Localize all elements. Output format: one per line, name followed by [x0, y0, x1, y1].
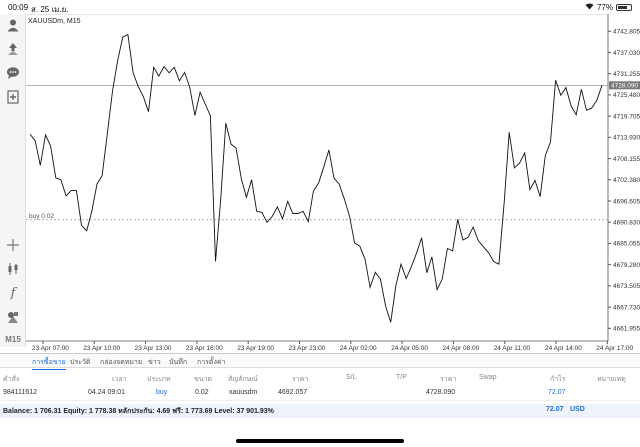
y-tick-label: 4713.930 — [613, 135, 640, 142]
trade-table-header: คำสั่ง เวลา ประเภท ขนาด สัญลักษณ์ ราคา S… — [0, 372, 640, 384]
tab-trade[interactable]: การซื้อขาย — [32, 357, 66, 370]
status-date: ส. 25 เม.ย. — [31, 5, 69, 14]
balance-bar: Balance: 1 706.31 Equity: 1 778.38 หลักป… — [0, 404, 640, 418]
y-tick-label: 4702.380 — [613, 177, 640, 184]
col-symbol: สัญลักษณ์ — [228, 376, 258, 383]
col-profit: กำไร — [550, 376, 566, 383]
price-series-line — [29, 33, 603, 323]
x-tick-label: 23 Apr 07:00 — [32, 345, 69, 352]
col-time: เวลา — [112, 376, 127, 383]
y-tick-label: 4742.805 — [613, 29, 640, 36]
col-swap: Swap — [479, 374, 497, 381]
col-open-price: ราคา — [292, 376, 309, 383]
order-open-price: 4692.057 — [278, 389, 308, 396]
x-tick-label: 24 Apr 11:00 — [494, 345, 531, 352]
col-sl: S/L — [346, 374, 357, 381]
chat-icon[interactable] — [4, 64, 22, 82]
y-tick-label: 4685.055 — [613, 241, 640, 248]
y-tick-label: 4737.030 — [613, 50, 640, 57]
add-chart-icon[interactable] — [4, 88, 22, 106]
current-price-badge — [609, 81, 640, 90]
current-price-text: 4728.090 — [611, 83, 638, 90]
battery-icon — [616, 4, 632, 11]
price-chart[interactable]: XAUUSDm, M15 buy 0.02 4742.805 4737.030 47… — [26, 13, 640, 353]
y-tick-label: 4719.705 — [613, 113, 640, 120]
balance-text: Balance: 1 706.31 Equity: 1 778.38 หลักป… — [3, 408, 274, 415]
x-tick-label: 24 Apr 14:00 — [545, 345, 582, 352]
x-tick-label: 23 Apr 16:00 — [186, 345, 223, 352]
x-tick-label: 23 Apr 13:00 — [135, 345, 172, 352]
col-type: ประเภท — [147, 376, 171, 383]
tab-mailbox[interactable]: กล่องจดหมาย — [100, 359, 143, 366]
col-tp: T/P — [396, 374, 407, 381]
chart-symbol-label: XAUUSDm, M15 — [28, 18, 81, 25]
order-symbol: xauusdm — [229, 389, 258, 396]
tab-news[interactable]: ข่าว — [148, 359, 161, 366]
col-size: ขนาด — [194, 376, 213, 383]
x-tick-label: 23 Apr 19:00 — [237, 345, 274, 352]
x-tick-label: 24 Apr 08:00 — [442, 345, 479, 352]
x-tick-label: 24 Apr 05:00 — [391, 345, 428, 352]
tab-settings[interactable]: การตั้งค่า — [197, 359, 226, 366]
account-icon[interactable] — [4, 16, 22, 34]
bottom-tabs: การซื้อขาย ประวัติ กล่องจดหมาย ข่าว บันท… — [0, 353, 640, 370]
balance-profit: 72.07 — [546, 406, 564, 413]
status-time: 00:09 — [8, 3, 29, 12]
wifi-icon — [585, 3, 594, 12]
x-tick-label: 23 Apr 23:00 — [289, 345, 326, 352]
battery-percent: 77% — [596, 3, 613, 12]
order-profit: 72.07 — [548, 389, 566, 396]
col-order: คำสั่ง — [3, 376, 20, 383]
tab-history[interactable]: ประวัติ — [70, 359, 91, 366]
y-tick-label: 4696.605 — [613, 198, 640, 205]
y-tick-label: 4708.155 — [613, 156, 640, 163]
tab-journal[interactable]: บันทึก — [169, 359, 188, 366]
order-time: 04.24 09:01 — [88, 389, 125, 396]
y-tick-label: 4690.830 — [613, 220, 640, 227]
col-comment: หมายเหตุ — [597, 376, 626, 383]
trade-icon[interactable] — [4, 40, 22, 58]
home-indicator — [236, 439, 404, 443]
balance-currency: USD — [570, 406, 585, 413]
left-toolbar: f M15 — [0, 14, 26, 347]
buy-order-label: buy 0.02 — [29, 213, 54, 220]
x-tick-label: 23 Apr 10:00 — [83, 345, 120, 352]
indicator-icon[interactable]: f — [10, 285, 16, 301]
crosshair-icon[interactable] — [4, 236, 22, 254]
timeframe-label[interactable]: M15 — [5, 334, 21, 344]
order-current-price: 4728.090 — [426, 389, 456, 396]
y-tick-label: 4679.280 — [613, 262, 640, 269]
x-tick-label: 24 Apr 17:00 — [596, 345, 633, 352]
col-current-price: ราคา — [440, 376, 457, 383]
y-tick-label: 4661.955 — [613, 326, 640, 333]
x-tick-label: 24 Apr 02:00 — [340, 345, 377, 352]
table-row[interactable]: 984111612 04.24 09:01 buy 0.02 xauusdm 4… — [0, 387, 640, 401]
order-size: 0.02 — [195, 389, 209, 396]
status-right: 77% — [585, 3, 632, 12]
order-type: buy — [156, 389, 168, 396]
y-tick-label: 4731.255 — [613, 71, 640, 78]
y-tick-label: 4667.730 — [613, 304, 640, 311]
y-tick-label: 4673.505 — [613, 283, 640, 290]
y-tick-label: 4725.480 — [613, 92, 640, 99]
candlestick-icon[interactable] — [4, 260, 22, 278]
chart-svg[interactable]: XAUUSDm, M15 buy 0.02 4742.805 4737.030 47… — [26, 13, 640, 353]
order-id: 984111612 — [3, 389, 37, 396]
status-bar: 00:09 ส. 25 เม.ย. 77% — [0, 0, 640, 14]
objects-icon[interactable] — [4, 308, 22, 326]
